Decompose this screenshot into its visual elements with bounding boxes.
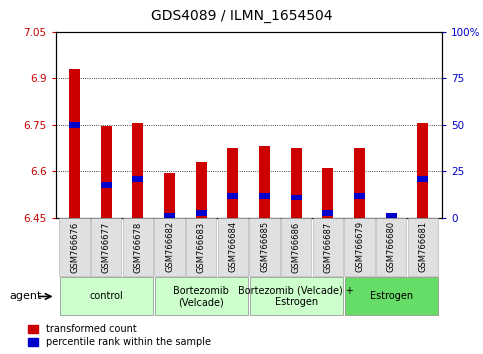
Bar (132, 123, 143, 218)
Bar (132, 176, 143, 182)
Text: GSM766681: GSM766681 (418, 221, 427, 273)
Bar (417, 123, 428, 218)
Bar (322, 210, 333, 216)
Text: GSM766682: GSM766682 (165, 221, 174, 273)
Text: GSM766677: GSM766677 (102, 221, 111, 273)
Text: GSM766683: GSM766683 (197, 221, 206, 273)
Bar (386, 213, 397, 219)
Text: GDS4089 / ILMN_1654504: GDS4089 / ILMN_1654504 (151, 9, 332, 23)
Bar (196, 210, 207, 216)
Bar (69, 69, 80, 218)
Bar (227, 148, 239, 218)
Bar (386, 213, 397, 218)
Bar (164, 213, 175, 219)
Bar (259, 147, 270, 218)
Text: GSM766676: GSM766676 (70, 221, 79, 273)
Bar (227, 193, 239, 199)
Text: agent: agent (10, 291, 42, 302)
Text: GSM766685: GSM766685 (260, 221, 269, 273)
Text: GSM766686: GSM766686 (292, 221, 301, 273)
Text: Estrogen: Estrogen (369, 291, 413, 302)
Text: GSM766680: GSM766680 (387, 221, 396, 273)
Bar (100, 126, 112, 218)
Bar (291, 148, 302, 218)
Legend: transformed count, percentile rank within the sample: transformed count, percentile rank withi… (24, 320, 214, 351)
Text: GSM766684: GSM766684 (228, 221, 238, 273)
Text: GSM766687: GSM766687 (324, 221, 332, 273)
Text: Bortezomib
(Velcade): Bortezomib (Velcade) (173, 286, 229, 307)
Bar (259, 193, 270, 199)
Bar (196, 162, 207, 218)
Bar (354, 193, 365, 199)
Text: Bortezomib (Velcade) +
Estrogen: Bortezomib (Velcade) + Estrogen (238, 286, 354, 307)
Bar (354, 148, 365, 218)
Text: control: control (89, 291, 123, 302)
Text: GSM766679: GSM766679 (355, 221, 364, 273)
Bar (69, 122, 80, 127)
Bar (100, 182, 112, 188)
Bar (417, 176, 428, 182)
Bar (164, 173, 175, 218)
Bar (291, 195, 302, 200)
Text: GSM766678: GSM766678 (133, 221, 142, 273)
Bar (322, 168, 333, 218)
